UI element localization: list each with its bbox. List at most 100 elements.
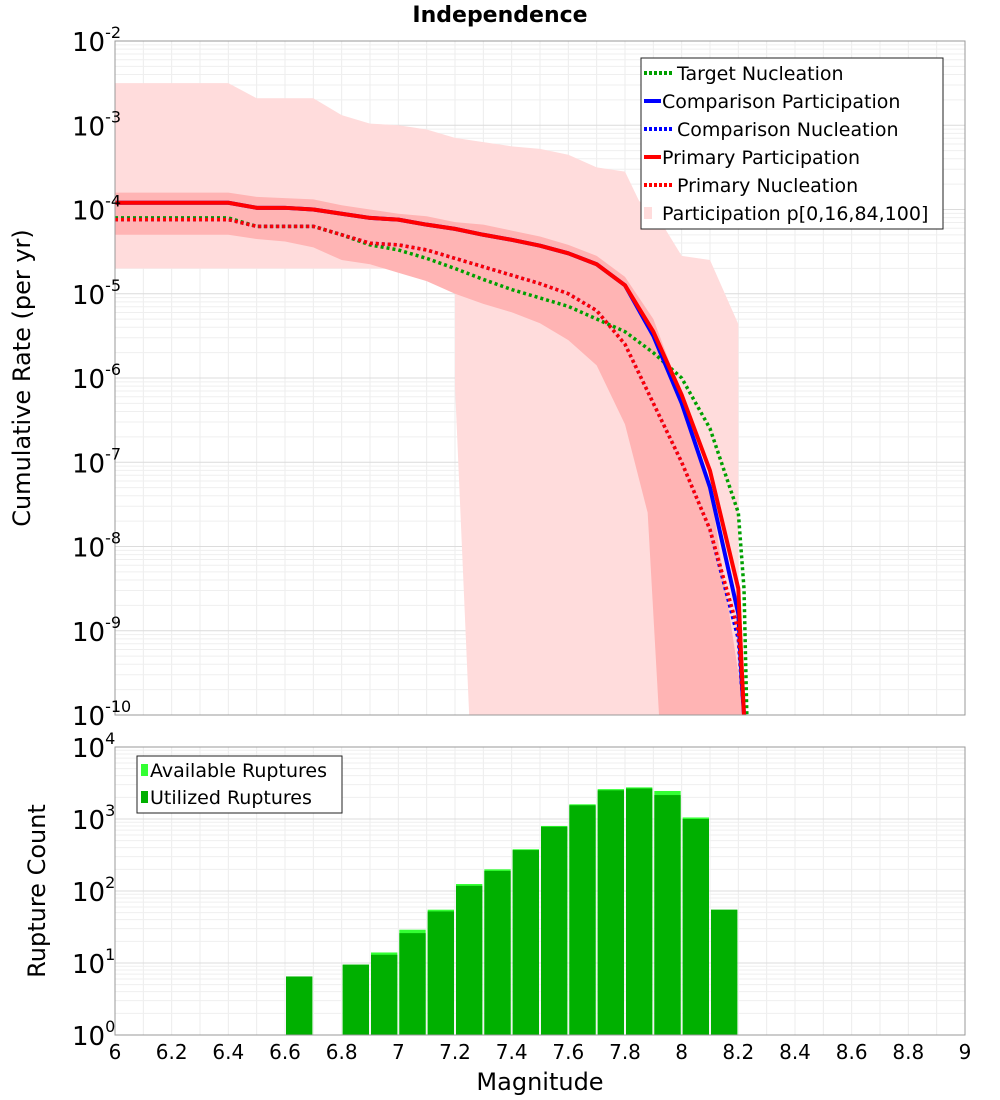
top-y-tick-label: 10-4 bbox=[72, 192, 121, 227]
top-y-tick-label: 10-3 bbox=[72, 107, 121, 142]
bar-utilized-ruptures bbox=[512, 850, 539, 1035]
bottom-legend: Available Ruptures Utilized Ruptures bbox=[136, 755, 343, 814]
bar-utilized-ruptures bbox=[371, 954, 398, 1035]
top-plot-frame bbox=[114, 40, 966, 716]
top-y-tick-label: 10-5 bbox=[72, 276, 121, 311]
tick-exponent: -6 bbox=[105, 360, 121, 379]
tick-base: 10 bbox=[72, 365, 105, 395]
rate-series bbox=[115, 200, 749, 715]
x-tick-label: 7.2 bbox=[439, 1040, 471, 1064]
x-tick-label: 6.6 bbox=[269, 1040, 301, 1064]
tick-exponent: -5 bbox=[105, 276, 121, 295]
tick-base: 10 bbox=[72, 197, 105, 227]
tick-exponent: 1 bbox=[105, 945, 115, 964]
x-tick-label: 8.2 bbox=[722, 1040, 754, 1064]
bottom-gridlines bbox=[114, 747, 966, 1036]
x-tick-label: 7.6 bbox=[552, 1040, 584, 1064]
x-tick-label: 6.8 bbox=[326, 1040, 358, 1064]
x-tick-label: 8.8 bbox=[892, 1040, 924, 1064]
tick-base: 10 bbox=[72, 702, 105, 732]
tick-base: 10 bbox=[72, 1022, 105, 1052]
bottom-y-tick-label: 104 bbox=[72, 729, 115, 764]
legend-label: Target Nucleation bbox=[676, 63, 844, 85]
top-y-tick-label: 10-7 bbox=[72, 444, 121, 479]
series-line-target-nucleation bbox=[115, 216, 749, 715]
tick-exponent: -3 bbox=[105, 107, 121, 126]
top-y-ticks: 10-210-310-410-510-610-710-810-910-10 bbox=[72, 23, 131, 732]
bottom-y-tick-label: 100 bbox=[72, 1017, 115, 1052]
bar-utilized-ruptures bbox=[456, 885, 483, 1035]
bar-utilized-ruptures bbox=[399, 933, 426, 1035]
tick-exponent: 0 bbox=[105, 1017, 115, 1036]
x-tick-label: 8 bbox=[675, 1040, 688, 1064]
x-tick-label: 9 bbox=[959, 1040, 972, 1064]
bar-utilized-ruptures bbox=[597, 790, 624, 1035]
top-y-tick-label: 10-2 bbox=[72, 23, 121, 58]
rupture-bars bbox=[286, 787, 738, 1035]
top-y-tick-label: 10-9 bbox=[72, 613, 121, 648]
bar-utilized-ruptures bbox=[682, 819, 709, 1035]
band-p0-p100 bbox=[115, 83, 739, 715]
tick-exponent: 3 bbox=[105, 801, 115, 820]
bar-utilized-ruptures bbox=[427, 911, 454, 1035]
bar-utilized-ruptures bbox=[286, 976, 313, 1035]
bar-utilized-ruptures bbox=[626, 788, 653, 1035]
legend-label: Comparison Participation bbox=[662, 91, 900, 113]
tick-exponent: -4 bbox=[105, 192, 121, 211]
tick-base: 10 bbox=[72, 878, 105, 908]
top-y-tick-label: 10-8 bbox=[72, 529, 121, 564]
chart-title: Independence bbox=[412, 3, 587, 28]
bar-utilized-ruptures bbox=[654, 795, 681, 1035]
top-y-tick-label: 10-6 bbox=[72, 360, 121, 395]
tick-base: 10 bbox=[72, 112, 105, 142]
tick-base: 10 bbox=[72, 734, 105, 764]
x-axis-label: Magnitude bbox=[476, 1068, 603, 1096]
top-y-tick-label: 10-10 bbox=[72, 697, 131, 732]
legend-label: Primary Participation bbox=[662, 147, 860, 169]
tick-exponent: -8 bbox=[105, 529, 121, 548]
bar-utilized-ruptures bbox=[711, 909, 738, 1035]
x-tick-label: 8.4 bbox=[779, 1040, 811, 1064]
x-tick-label: 7 bbox=[392, 1040, 405, 1064]
tick-base: 10 bbox=[72, 28, 105, 58]
bottom-y-axis-label: Rupture Count bbox=[23, 804, 51, 978]
bar-utilized-ruptures bbox=[342, 964, 369, 1035]
participation-bands bbox=[115, 83, 747, 715]
tick-base: 10 bbox=[72, 281, 105, 311]
tick-base: 10 bbox=[72, 618, 105, 648]
bottom-y-tick-label: 103 bbox=[72, 801, 115, 836]
bottom-y-tick-label: 102 bbox=[72, 873, 115, 908]
x-tick-label: 7.4 bbox=[496, 1040, 528, 1064]
legend-swatch bbox=[141, 764, 148, 776]
tick-exponent: 4 bbox=[105, 729, 115, 748]
x-tick-label: 8.6 bbox=[836, 1040, 868, 1064]
top-y-axis-label: Cumulative Rate (per yr) bbox=[8, 229, 36, 527]
legend-swatch bbox=[141, 791, 148, 803]
legend-label: Participation p[0,16,84,100] bbox=[662, 203, 928, 225]
legend-label: Available Ruptures bbox=[150, 760, 327, 782]
x-ticks: 6 6.2 6.4 6.6 6.8 7 7.2 7.4 7.6 7.8 8 8.2 8.4 8.6 8.8 9 bbox=[109, 1040, 972, 1064]
x-tick-label: 6.4 bbox=[212, 1040, 244, 1064]
tick-exponent: -2 bbox=[105, 23, 121, 42]
bottom-y-tick-label: 101 bbox=[72, 945, 115, 980]
legend-label: Primary Nucleation bbox=[677, 175, 858, 197]
legend-label: Comparison Nucleation bbox=[677, 119, 899, 141]
bar-utilized-ruptures bbox=[484, 870, 511, 1035]
legend-label: Utilized Ruptures bbox=[150, 787, 312, 809]
legend-swatch bbox=[644, 207, 652, 219]
tick-exponent: 2 bbox=[105, 873, 115, 892]
tick-exponent: -9 bbox=[105, 613, 121, 632]
x-tick-label: 7.8 bbox=[609, 1040, 641, 1064]
top-legend-box bbox=[640, 57, 944, 230]
bottom-legend-box bbox=[136, 755, 343, 814]
top-legend: Target Nucleation Comparison Participatio… bbox=[640, 57, 944, 230]
bottom-plot-frame bbox=[114, 746, 966, 1036]
band-p16-p84 bbox=[115, 192, 747, 715]
series-line-primary-participation bbox=[115, 200, 746, 715]
bar-utilized-ruptures bbox=[569, 805, 596, 1035]
x-tick-label: 6.2 bbox=[156, 1040, 188, 1064]
tick-exponent: -10 bbox=[105, 697, 131, 716]
tick-base: 10 bbox=[72, 534, 105, 564]
tick-base: 10 bbox=[72, 806, 105, 836]
